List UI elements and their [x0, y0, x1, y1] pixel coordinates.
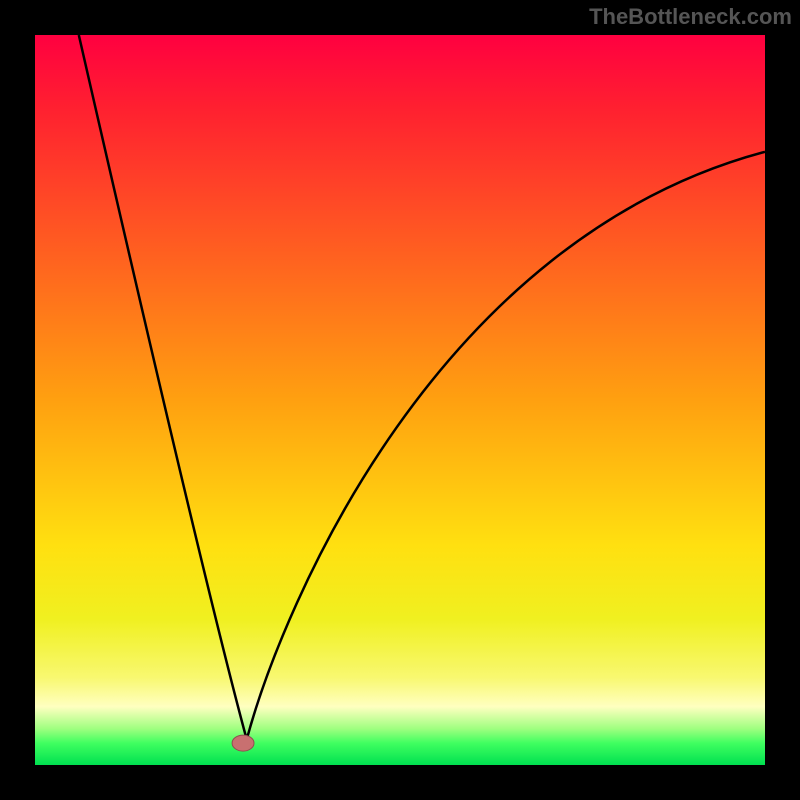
chart-container: TheBottleneck.com	[0, 0, 800, 800]
chart-svg	[0, 0, 800, 800]
optimal-point-marker	[232, 735, 254, 751]
plot-background	[35, 35, 765, 765]
watermark-text: TheBottleneck.com	[589, 4, 792, 30]
